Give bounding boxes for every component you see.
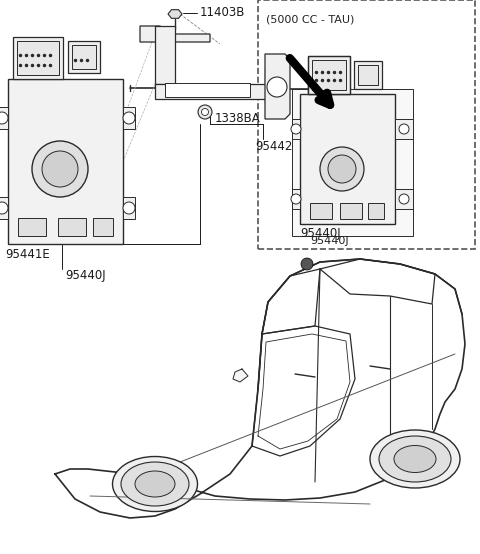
Circle shape xyxy=(198,105,212,119)
Polygon shape xyxy=(233,369,248,382)
Text: 95441E: 95441E xyxy=(5,248,50,260)
Bar xyxy=(68,41,100,73)
Circle shape xyxy=(202,109,208,115)
Polygon shape xyxy=(265,54,290,119)
Text: 1338BA: 1338BA xyxy=(215,111,261,125)
Bar xyxy=(340,203,362,219)
Bar xyxy=(165,83,250,97)
Polygon shape xyxy=(292,119,300,139)
Ellipse shape xyxy=(394,445,436,473)
Polygon shape xyxy=(395,189,413,209)
Circle shape xyxy=(399,124,409,134)
Circle shape xyxy=(123,202,135,214)
Ellipse shape xyxy=(370,430,460,488)
Circle shape xyxy=(320,147,364,191)
Polygon shape xyxy=(155,26,175,84)
Polygon shape xyxy=(292,189,300,209)
Polygon shape xyxy=(123,107,135,129)
Ellipse shape xyxy=(135,471,175,497)
Circle shape xyxy=(0,112,8,124)
Bar xyxy=(258,0,475,249)
Bar xyxy=(368,203,384,219)
Ellipse shape xyxy=(121,462,189,506)
Circle shape xyxy=(301,258,313,270)
Text: 11403B: 11403B xyxy=(200,7,245,19)
Bar xyxy=(308,56,350,94)
Bar xyxy=(18,218,46,236)
Polygon shape xyxy=(292,89,413,236)
Circle shape xyxy=(328,155,356,183)
Polygon shape xyxy=(0,197,8,219)
Circle shape xyxy=(32,141,88,197)
Bar xyxy=(8,79,123,244)
Bar xyxy=(300,94,395,224)
Bar xyxy=(93,218,113,236)
Bar xyxy=(58,218,86,236)
Bar xyxy=(358,65,378,85)
Ellipse shape xyxy=(379,436,451,482)
Polygon shape xyxy=(0,107,8,129)
Polygon shape xyxy=(140,26,210,42)
Polygon shape xyxy=(155,69,270,104)
Text: 95442: 95442 xyxy=(255,140,292,152)
Circle shape xyxy=(267,77,287,97)
Polygon shape xyxy=(168,9,182,18)
Text: 95440J: 95440J xyxy=(300,228,341,240)
Bar xyxy=(72,45,96,69)
Text: 95440J: 95440J xyxy=(310,236,348,246)
Bar xyxy=(354,61,382,89)
Ellipse shape xyxy=(112,456,197,511)
Text: (5000 CC - TAU): (5000 CC - TAU) xyxy=(266,14,354,24)
Polygon shape xyxy=(123,197,135,219)
Circle shape xyxy=(123,112,135,124)
Text: 95440J: 95440J xyxy=(65,269,106,283)
Bar xyxy=(310,203,332,219)
Bar xyxy=(17,41,59,75)
Bar xyxy=(13,37,63,79)
Circle shape xyxy=(291,194,301,204)
Circle shape xyxy=(42,151,78,187)
Polygon shape xyxy=(395,119,413,139)
Circle shape xyxy=(291,124,301,134)
Bar xyxy=(308,56,350,94)
Circle shape xyxy=(0,202,8,214)
Bar xyxy=(312,60,346,90)
Circle shape xyxy=(399,194,409,204)
